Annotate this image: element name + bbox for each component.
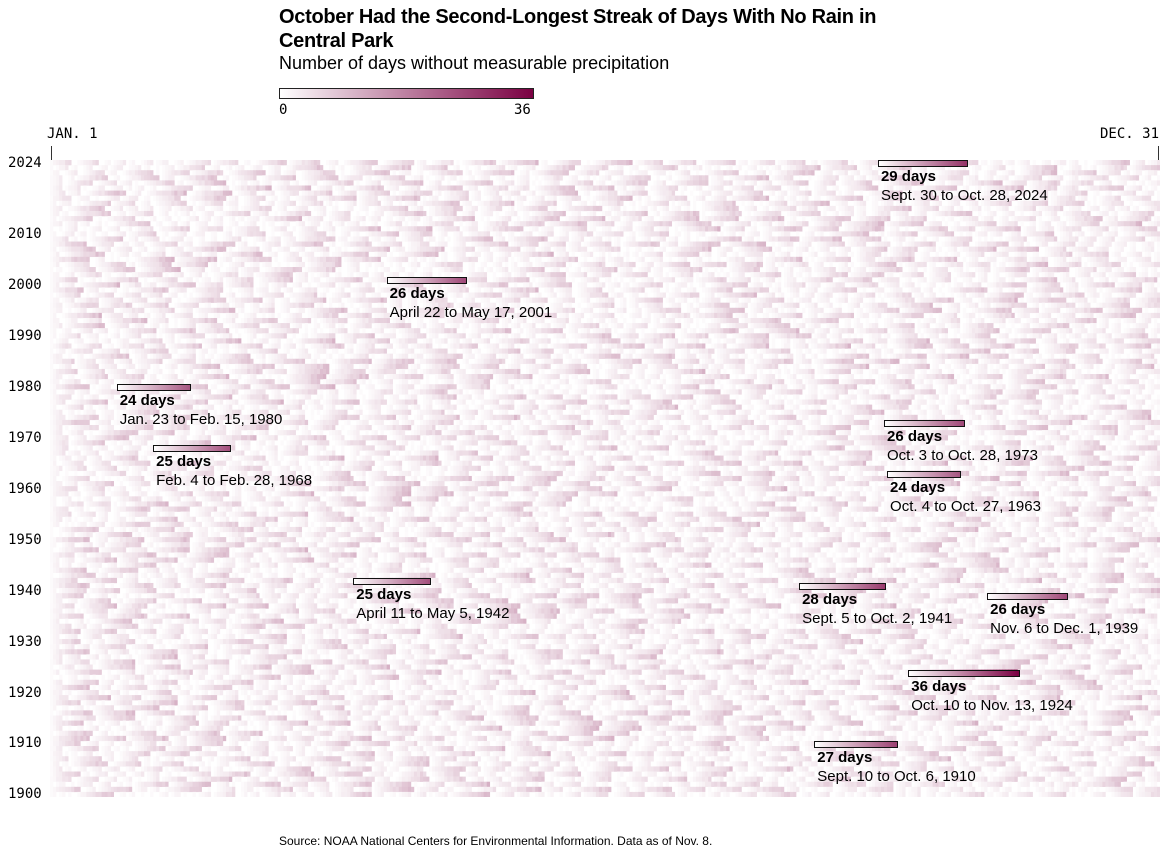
streak-days-label-1941: 28 days: [802, 591, 857, 608]
x-axis-start-tick: [51, 146, 52, 162]
y-axis-label-1970: 1970: [8, 431, 42, 445]
streak-bar-1941: [799, 582, 886, 590]
streak-days-label-1924: 36 days: [911, 678, 966, 695]
x-axis-end-label: DEC. 31: [1100, 126, 1159, 142]
y-axis-label-1950: 1950: [8, 533, 42, 547]
streak-days-label-1980: 24 days: [120, 393, 175, 409]
color-legend-bar: [279, 88, 534, 99]
chart-subtitle: Number of days without measurable precip…: [279, 52, 669, 74]
heatmap-grid: [50, 160, 1160, 797]
y-axis-label-2024: 2024: [8, 156, 42, 170]
streak-range-label-1963: Oct. 4 to Oct. 27, 1963: [890, 498, 1041, 515]
streak-bar-1963: [887, 470, 962, 478]
streak-days-label-1973: 26 days: [887, 428, 942, 445]
streak-range-label-1939: Nov. 6 to Dec. 1, 1939: [990, 621, 1138, 637]
x-axis-start-label: JAN. 1: [47, 126, 98, 142]
y-axis-label-1960: 1960: [8, 482, 42, 496]
streak-range-label-1942: April 11 to May 5, 1942: [356, 605, 509, 622]
y-axis-label-1900: 1900: [8, 787, 42, 801]
streak-bar-1924: [908, 669, 1020, 677]
y-axis-label-1920: 1920: [8, 686, 42, 700]
streak-days-label-2001: 26 days: [390, 286, 445, 302]
streak-bar-1980: [116, 384, 192, 392]
y-axis-label-1980: 1980: [8, 380, 42, 394]
streak-days-label-2024: 29 days: [881, 169, 936, 185]
y-axis-label-1910: 1910: [8, 736, 42, 750]
y-axis-label-1930: 1930: [8, 635, 42, 649]
y-axis-label-2000: 2000: [8, 278, 42, 292]
streak-range-label-1980: Jan. 23 to Feb. 15, 1980: [120, 412, 283, 428]
y-axis-label-1990: 1990: [8, 329, 42, 343]
streak-range-label-1941: Sept. 5 to Oct. 2, 1941: [802, 610, 952, 627]
streak-bar-2024: [877, 160, 968, 167]
streak-range-label-2001: April 22 to May 17, 2001: [390, 305, 553, 321]
streak-days-label-1939: 26 days: [990, 602, 1045, 618]
x-axis-end-tick: [1158, 146, 1159, 162]
streak-days-label-1942: 25 days: [356, 586, 411, 603]
streak-range-label-1968: Feb. 4 to Feb. 28, 1968: [156, 473, 312, 489]
source-note: Source: NOAA National Centers for Enviro…: [279, 834, 712, 848]
streak-bar-1910: [814, 740, 898, 748]
streak-range-label-2024: Sept. 30 to Oct. 28, 2024: [881, 188, 1048, 204]
chart-title: October Had the Second-Longest Streak of…: [279, 5, 919, 53]
y-axis-label-1940: 1940: [8, 584, 42, 598]
streak-range-label-1924: Oct. 10 to Nov. 13, 1924: [911, 697, 1072, 714]
y-axis-label-2010: 2010: [8, 227, 42, 241]
streak-range-label-1973: Oct. 3 to Oct. 28, 1973: [887, 447, 1038, 464]
streak-bar-1942: [353, 577, 431, 585]
streak-bar-1973: [884, 419, 965, 427]
streak-bar-1939: [987, 593, 1068, 601]
legend-max-label: 36: [514, 102, 531, 118]
background-streaks: [50, 160, 1160, 797]
streak-days-label-1910: 27 days: [817, 749, 872, 766]
streak-days-label-1968: 25 days: [156, 454, 211, 470]
streak-range-label-1910: Sept. 10 to Oct. 6, 1910: [817, 768, 975, 785]
legend-min-label: 0: [279, 102, 287, 118]
streak-bar-1968: [153, 445, 231, 453]
streak-bar-2001: [386, 277, 468, 285]
streak-days-label-1963: 24 days: [890, 479, 945, 496]
